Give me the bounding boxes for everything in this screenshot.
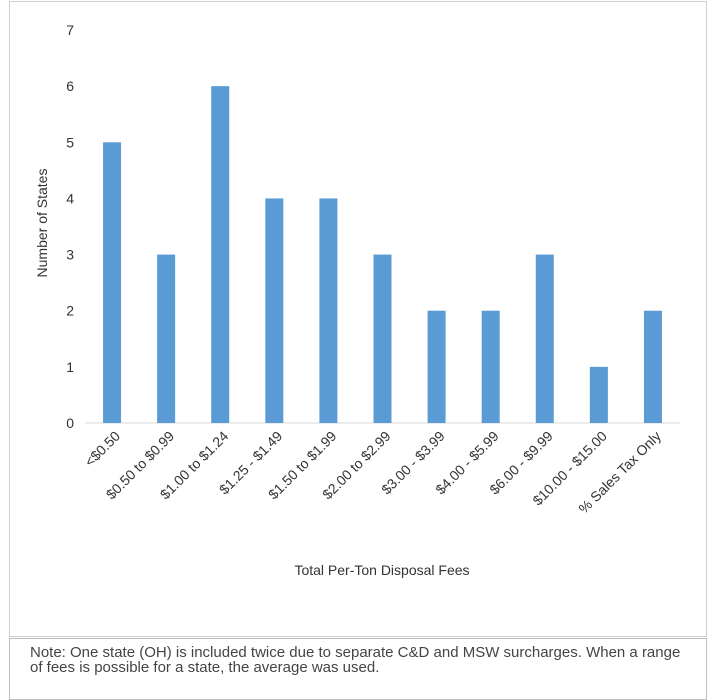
- y-tick-label: 0: [66, 415, 74, 431]
- bar: [265, 198, 284, 423]
- bars: [103, 86, 662, 424]
- bar: [589, 366, 608, 423]
- bar-chart: 0 1 2 3 4 5 6 7 <$0.50$0.50 to $0.99$1.00 to $1…: [34, 22, 680, 578]
- y-axis-title: Number of States: [34, 169, 50, 278]
- bar: [319, 198, 338, 423]
- bar: [535, 254, 554, 423]
- y-tick-label: 6: [66, 78, 74, 94]
- bar: [157, 254, 176, 423]
- bar: [211, 86, 230, 424]
- y-axis-ticks: 0 1 2 3 4 5 6 7: [66, 22, 74, 431]
- y-tick-label: 2: [66, 303, 74, 319]
- y-tick-label: 7: [66, 22, 74, 38]
- y-tick-label: 5: [66, 134, 74, 150]
- x-axis-title: Total Per-Ton Disposal Fees: [294, 562, 469, 578]
- y-tick-label: 4: [66, 190, 74, 206]
- bar: [481, 310, 500, 423]
- x-axis-tick-labels: <$0.50$0.50 to $0.99$1.00 to $1.24$1.25 …: [81, 428, 664, 517]
- bar: [103, 142, 122, 424]
- y-tick-label: 3: [66, 247, 74, 263]
- note-text: Note: One state (OH) is included twice d…: [30, 644, 681, 676]
- y-tick-label: 1: [66, 359, 74, 375]
- bar: [427, 310, 446, 423]
- x-tick-label: <$0.50: [81, 428, 123, 470]
- bar: [373, 254, 392, 423]
- bar: [643, 310, 662, 423]
- chart-frame: 0 1 2 3 4 5 6 7 <$0.50 $0.50 to $0.99 $1.00 to $1…: [9, 1, 707, 637]
- note-box: Note: One state (OH) is included twice d…: [9, 638, 707, 700]
